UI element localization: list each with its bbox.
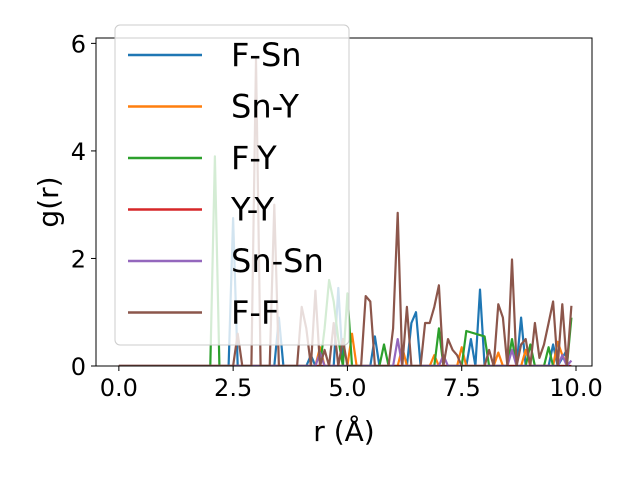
- y-tick-label: 4: [71, 138, 86, 166]
- legend-box: [114, 24, 350, 346]
- y-axis-label: g(r): [32, 176, 65, 227]
- legend-label-f-sn: F-Sn: [231, 36, 302, 74]
- legend-label-sn-sn: Sn-Sn: [231, 242, 324, 280]
- x-tick-label: 5.0: [328, 374, 366, 402]
- x-tick-label: 0.0: [100, 374, 138, 402]
- x-tick-label: 7.5: [443, 374, 481, 402]
- legend-label-f-y: F-Y: [231, 139, 277, 177]
- legend: F-Sn Sn-Y F-Y Y-Y Sn-Sn F-F: [114, 24, 350, 346]
- y-tick-label: 0: [71, 353, 86, 381]
- y-axis-ticks: 0 2 4 6: [71, 30, 96, 381]
- series-line-f-f: [118, 58, 573, 366]
- legend-label-sn-y: Sn-Y: [231, 88, 299, 126]
- legend-label-y-y: Y-Y: [230, 191, 275, 229]
- x-tick-label: 10.0: [549, 374, 602, 402]
- x-tick-label: 2.5: [214, 374, 252, 402]
- y-tick-label: 6: [71, 30, 86, 58]
- x-axis-ticks: 0.0 2.5 5.0 7.5 10.0: [100, 366, 603, 402]
- x-axis-label: r (Å): [313, 414, 374, 448]
- legend-label-f-f: F-F: [231, 294, 279, 332]
- y-tick-label: 2: [71, 245, 86, 273]
